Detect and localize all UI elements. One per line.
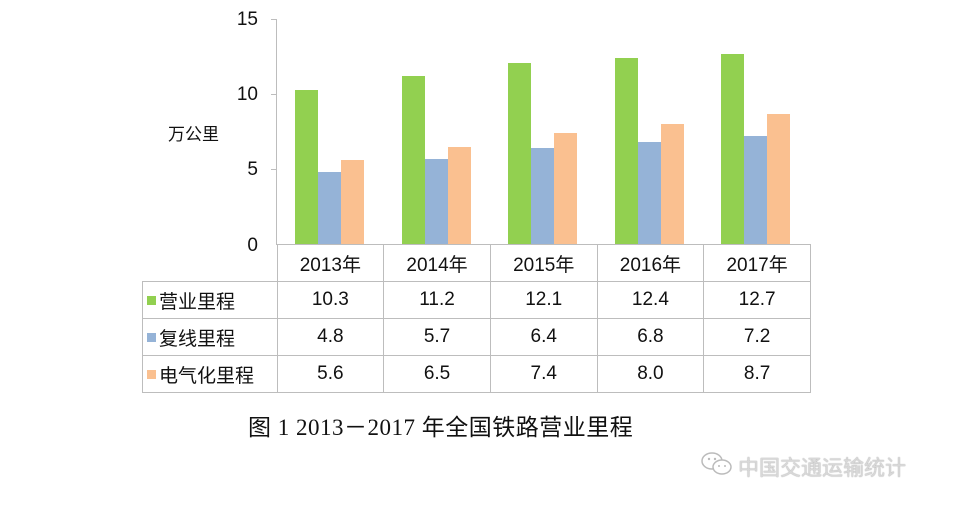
legend-swatch-orange bbox=[147, 369, 156, 379]
bar bbox=[508, 62, 532, 244]
table-cell: 11.2 bbox=[383, 281, 491, 319]
wechat-icon bbox=[700, 450, 734, 484]
table-cell: 5.7 bbox=[383, 318, 491, 356]
legend-entry: 电气化里程 bbox=[142, 355, 278, 393]
table-header-cell: 2016年 bbox=[596, 244, 705, 282]
watermark: 中国交通运输统计 bbox=[700, 450, 906, 484]
bar bbox=[721, 53, 745, 244]
table-cell: 6.5 bbox=[383, 355, 491, 393]
bar bbox=[660, 124, 684, 244]
y-tick-0: 0 bbox=[247, 235, 258, 256]
bar bbox=[318, 172, 341, 244]
bar bbox=[341, 160, 364, 244]
bar bbox=[531, 148, 555, 244]
bar bbox=[614, 58, 638, 244]
bar bbox=[637, 142, 661, 244]
legend-label: 复线里程 bbox=[159, 328, 236, 350]
table-cell: 12.7 bbox=[703, 281, 811, 319]
bar bbox=[424, 158, 448, 244]
table-header-row: 2013年 2014年 2015年 2016年 2017年 bbox=[143, 244, 811, 282]
y-tick-15: 15 bbox=[236, 9, 258, 30]
table-header-cell: 2014年 bbox=[383, 244, 491, 282]
table-row: 电气化里程 5.6 6.5 7.4 8.0 8.7 bbox=[142, 355, 811, 393]
y-tick-mark-10 bbox=[271, 94, 277, 95]
bar bbox=[295, 89, 318, 244]
bar bbox=[767, 113, 791, 244]
table-cell: 4.8 bbox=[276, 318, 385, 356]
table-cell: 8.0 bbox=[596, 355, 705, 393]
table-row: 营业里程 10.3 11.2 12.1 12.4 12.7 bbox=[142, 281, 811, 319]
table-cell: 8.7 bbox=[703, 355, 811, 393]
legend-label: 营业里程 bbox=[159, 291, 236, 313]
y-tick-5: 5 bbox=[247, 159, 258, 180]
watermark-text: 中国交通运输统计 bbox=[738, 457, 906, 480]
legend-entry: 复线里程 bbox=[142, 318, 278, 356]
table-cell: 12.4 bbox=[596, 281, 705, 319]
table-cell: 10.3 bbox=[276, 281, 385, 319]
table-corner bbox=[143, 245, 278, 282]
table-cell: 7.2 bbox=[703, 318, 811, 356]
table-header-cell: 2015年 bbox=[489, 244, 598, 282]
table-cell: 7.4 bbox=[489, 355, 598, 393]
table-header-cell: 2013年 bbox=[276, 244, 385, 282]
legend-label: 电气化里程 bbox=[159, 365, 255, 387]
bar bbox=[401, 76, 425, 244]
table-row: 复线里程 4.8 5.7 6.4 6.8 7.2 bbox=[142, 318, 811, 356]
legend-entry: 营业里程 bbox=[142, 281, 278, 319]
y-tick-10: 10 bbox=[236, 84, 258, 105]
legend-swatch-blue bbox=[147, 332, 156, 342]
plot-area bbox=[277, 19, 810, 244]
table-cell: 6.8 bbox=[596, 318, 705, 356]
y-axis-label: 万公里 bbox=[168, 125, 219, 144]
bar bbox=[554, 133, 578, 244]
bar bbox=[447, 146, 471, 244]
y-tick-mark-15 bbox=[271, 19, 277, 20]
table-cell: 5.6 bbox=[276, 355, 385, 393]
figure-caption: 图 1 2013－2017 年全国铁路营业里程 bbox=[248, 415, 634, 440]
table-header-cell: 2017年 bbox=[703, 244, 811, 282]
table-cell: 6.4 bbox=[489, 318, 598, 356]
bar bbox=[744, 136, 768, 244]
y-tick-mark-5 bbox=[271, 169, 277, 170]
legend-swatch-green bbox=[147, 295, 156, 305]
y-axis-line bbox=[276, 19, 277, 245]
table-cell: 12.1 bbox=[489, 281, 598, 319]
data-table: 2013年 2014年 2015年 2016年 2017年 营业里程 10.3 … bbox=[142, 244, 811, 393]
